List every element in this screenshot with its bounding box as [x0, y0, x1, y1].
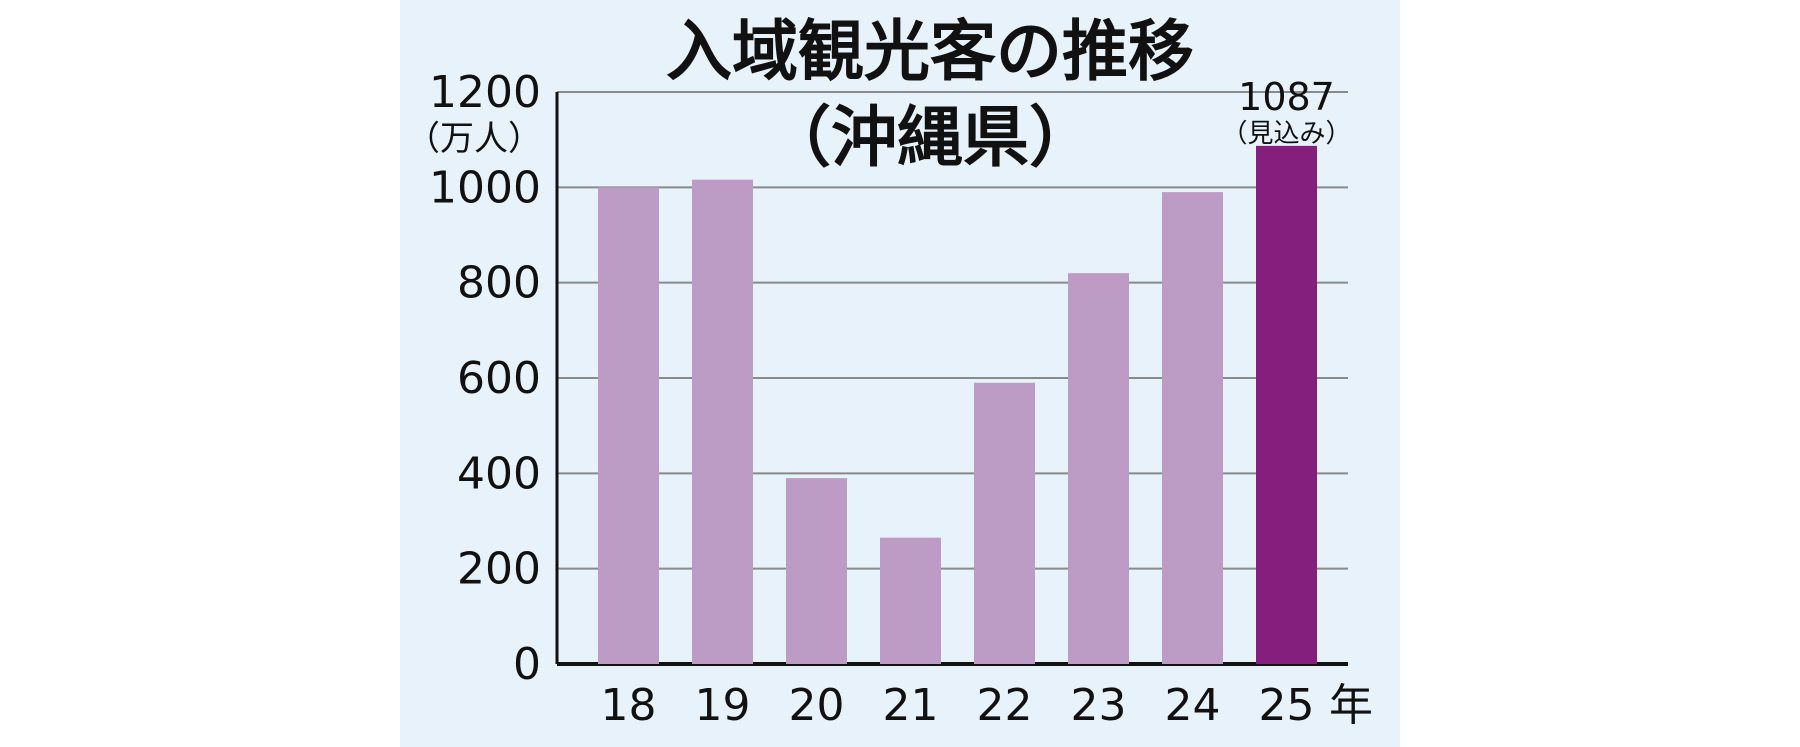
x-tick-label: 25: [1259, 680, 1315, 731]
x-tick-label: 21: [883, 680, 939, 731]
x-tick-label: 19: [695, 680, 751, 731]
x-tick-label: 20: [789, 680, 845, 731]
bar-chart: 入域観光客の推移 （沖縄県） （万人） 0 200 400 600 800 1000 120…: [406, 13, 1373, 731]
y-tick-label: 200: [457, 544, 541, 595]
y-tick-label: 600: [457, 353, 541, 404]
x-tick-label: 18: [601, 680, 657, 731]
bar-21: [880, 537, 941, 664]
bar-layer: [598, 145, 1317, 665]
bar-25: [1256, 145, 1317, 664]
chart-panel: 入域観光客の推移 （沖縄県） （万人） 0 200 400 600 800 1000 120…: [400, 0, 1400, 747]
bar-22: [974, 382, 1035, 664]
x-tick-label: 23: [1071, 680, 1127, 731]
annotation-value: 1087: [1238, 75, 1335, 119]
chart-subtitle: （沖縄県）: [765, 99, 1095, 176]
grid-layer: [555, 91, 1348, 666]
y-tick-layer: 0 200 400 600 800 1000 1200: [429, 67, 541, 690]
y-tick-label: 0: [513, 639, 541, 690]
bar-20: [786, 478, 847, 664]
bar-24: [1162, 192, 1223, 664]
annotation-note: （見込み）: [1221, 119, 1351, 149]
bar-19: [692, 179, 753, 664]
y-tick-label: 800: [457, 258, 541, 309]
x-tick-label: 24: [1165, 680, 1221, 731]
y-axis-unit: （万人）: [406, 119, 542, 159]
y-tick-label: 400: [457, 448, 541, 499]
chart-title: 入域観光客の推移: [666, 13, 1194, 90]
bar-23: [1068, 273, 1129, 664]
bar-18: [598, 187, 659, 665]
x-tick-layer: 18 19 20 21 22 23 24 25: [601, 680, 1315, 731]
y-tick-label: 1200: [429, 67, 541, 118]
x-axis-unit: 年: [1329, 680, 1373, 731]
x-tick-label: 22: [977, 680, 1033, 731]
y-tick-label: 1000: [429, 162, 541, 213]
